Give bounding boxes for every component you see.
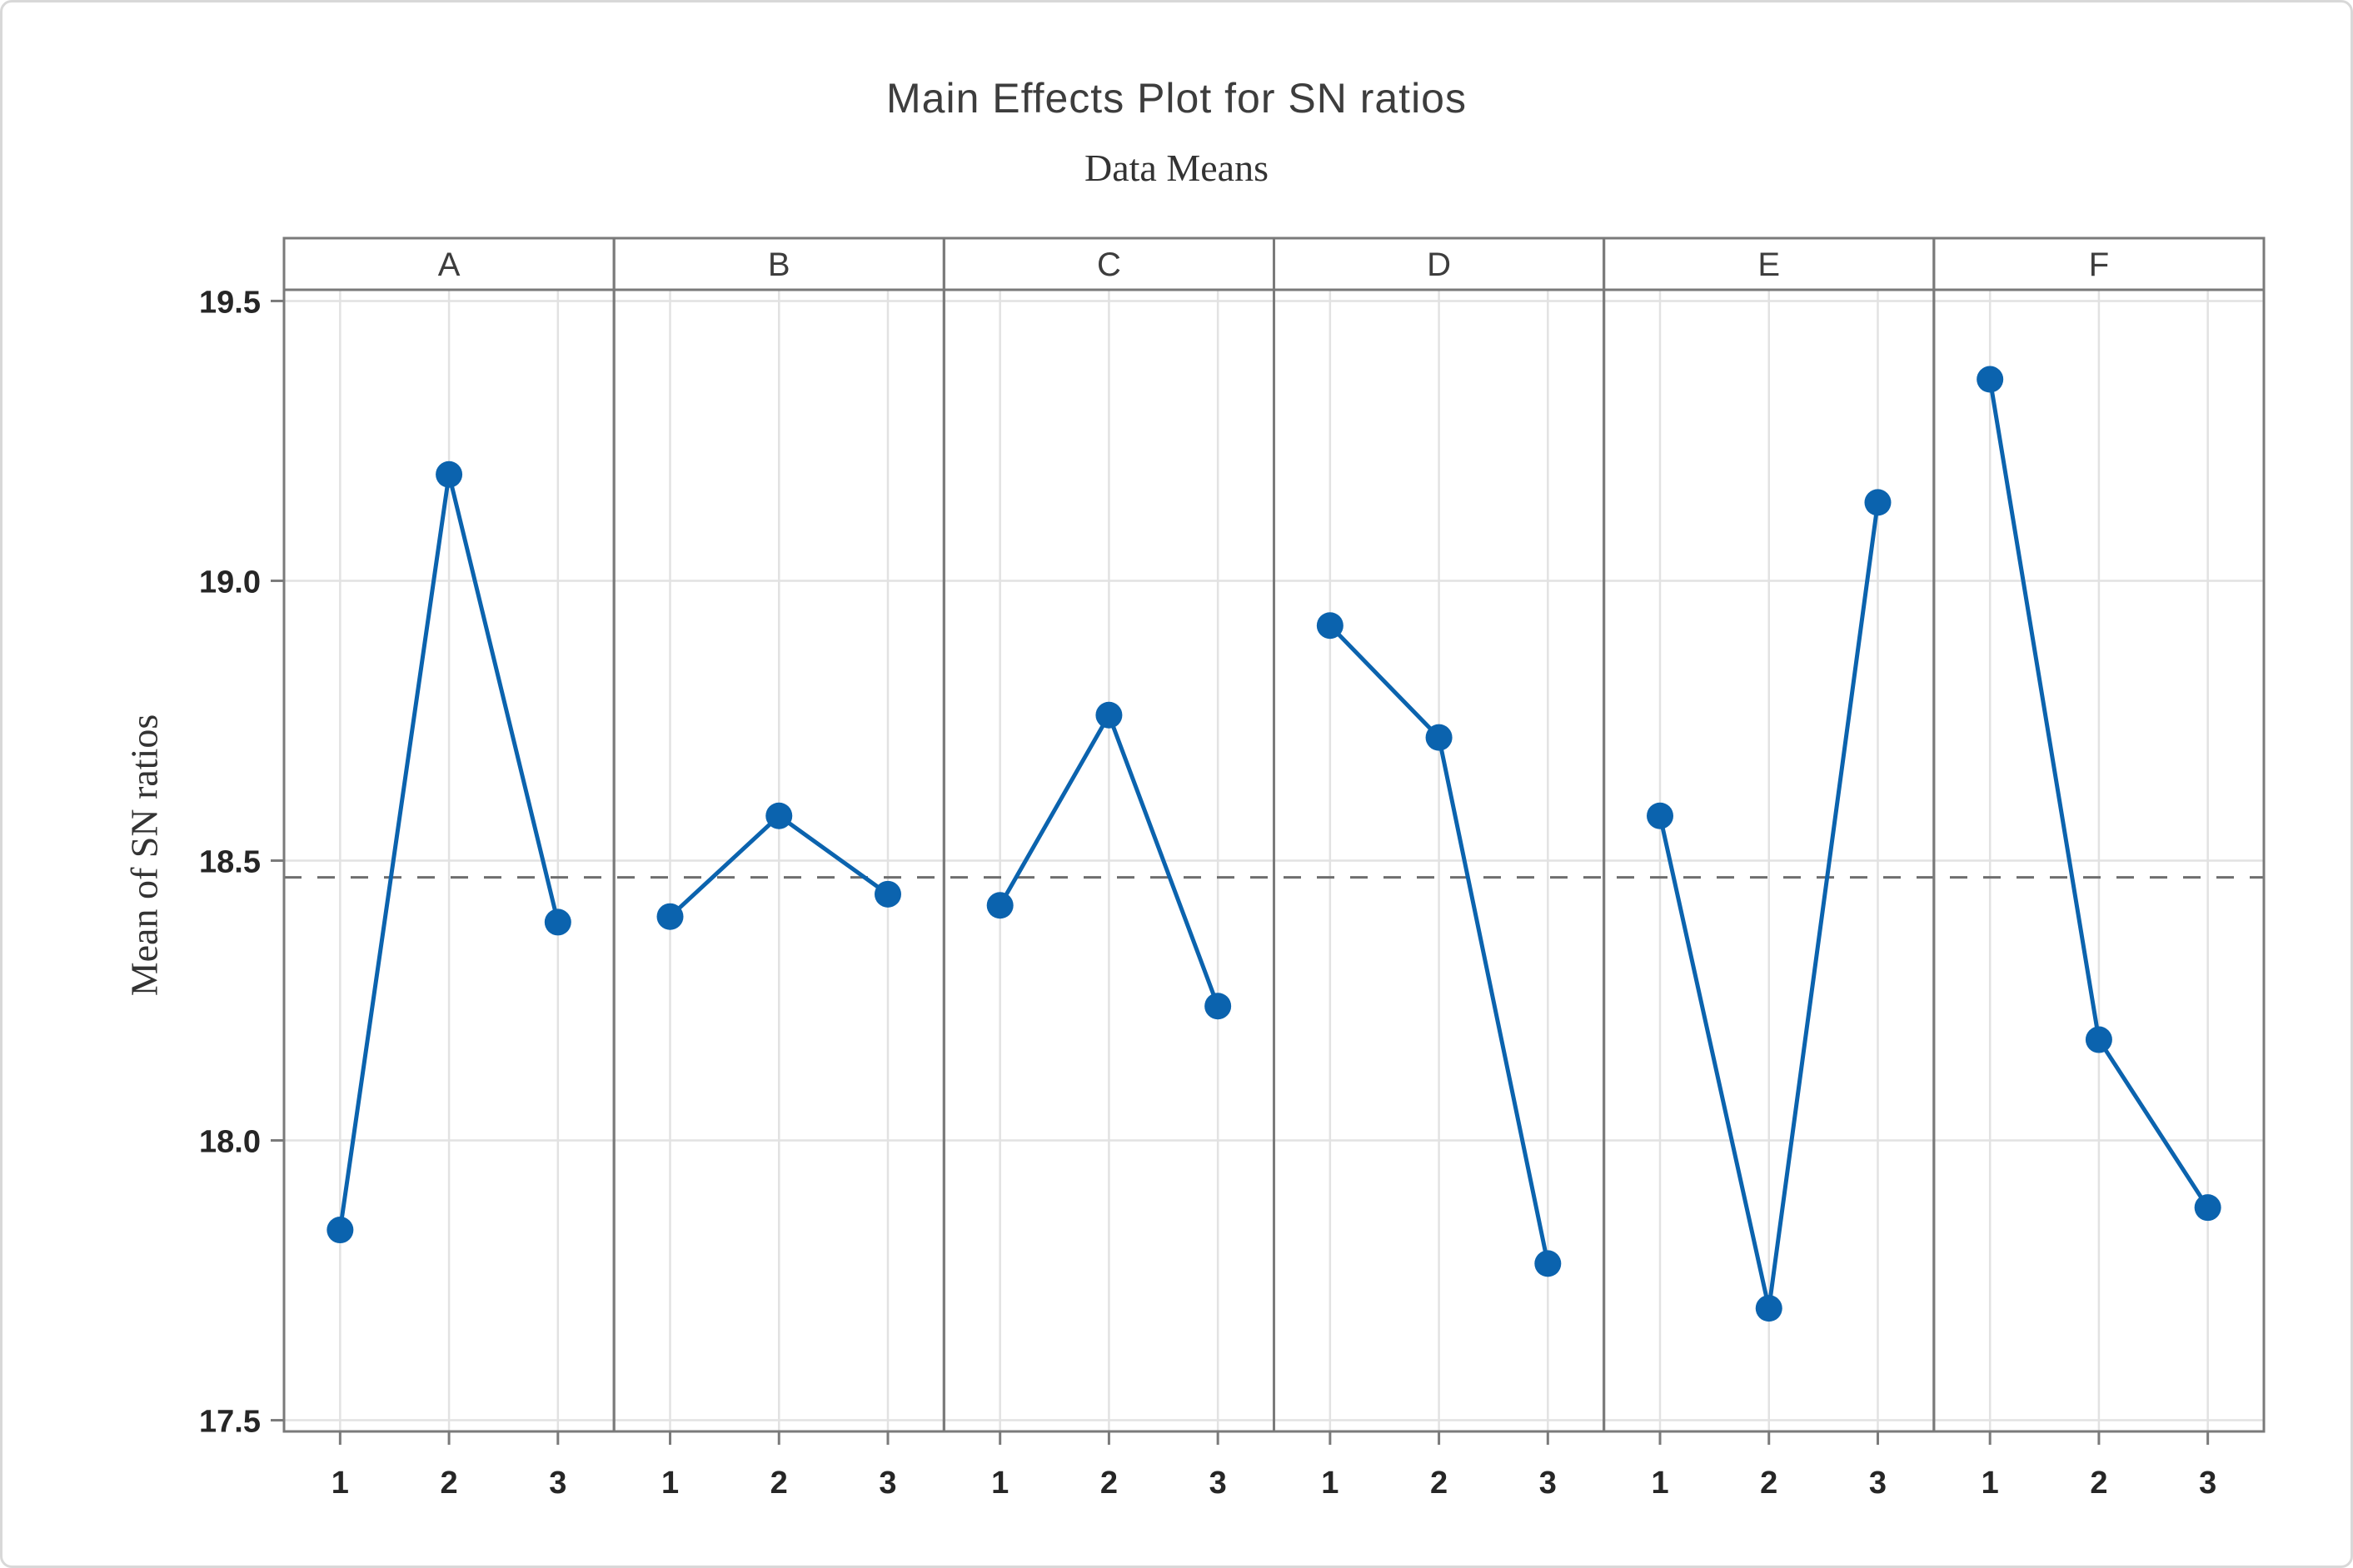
data-point	[874, 880, 901, 908]
x-tick-label: 1	[1321, 1466, 1339, 1501]
y-tick-label: 19.5	[199, 285, 261, 320]
panel-label: D	[1427, 246, 1451, 283]
data-point	[1425, 724, 1453, 751]
x-tick-label: 1	[661, 1466, 679, 1501]
panel-label: C	[1097, 246, 1121, 283]
data-point	[544, 908, 571, 936]
panel-label: A	[438, 246, 461, 283]
data-point	[1864, 489, 1892, 516]
x-tick-label: 2	[441, 1466, 458, 1501]
x-tick-label: 2	[2090, 1466, 2107, 1501]
x-tick-label: 1	[1982, 1466, 1999, 1501]
x-tick-label: 2	[1430, 1466, 1448, 1501]
data-point	[1977, 366, 2004, 393]
data-point	[327, 1217, 354, 1244]
y-tick-label: 18.0	[199, 1125, 261, 1160]
chart-title: Main Effects Plot for SN ratios	[886, 75, 1467, 122]
x-tick-label: 2	[1760, 1466, 1777, 1501]
x-tick-label: 3	[1209, 1466, 1227, 1501]
data-point	[1316, 612, 1344, 640]
panel-label: E	[1757, 246, 1780, 283]
data-point	[2085, 1026, 2112, 1053]
data-point	[1755, 1295, 1782, 1322]
x-tick-label: 1	[1651, 1466, 1668, 1501]
x-tick-label: 2	[770, 1466, 788, 1501]
data-point	[1095, 701, 1123, 729]
panel-label: B	[768, 246, 790, 283]
x-tick-label: 3	[549, 1466, 566, 1501]
y-tick-label: 19.0	[199, 565, 261, 600]
x-tick-label: 1	[991, 1466, 1009, 1501]
data-point	[765, 802, 793, 829]
data-point	[436, 460, 463, 488]
data-point	[656, 903, 684, 930]
x-tick-label: 3	[1539, 1466, 1557, 1501]
x-tick-label: 2	[1100, 1466, 1118, 1501]
data-point	[1204, 993, 1232, 1020]
x-tick-label: 1	[332, 1466, 349, 1501]
chart-subtitle: Data Means	[1084, 147, 1269, 189]
data-point	[1534, 1250, 1562, 1277]
data-point	[986, 892, 1014, 919]
panel-label: F	[2089, 246, 2109, 283]
x-tick-label: 3	[879, 1466, 896, 1501]
x-tick-label: 3	[2199, 1466, 2216, 1501]
y-tick-label: 17.5	[199, 1405, 261, 1440]
y-tick-label: 18.5	[199, 845, 261, 880]
x-tick-label: 3	[1869, 1466, 1887, 1501]
data-point	[2194, 1194, 2221, 1222]
data-point	[1647, 802, 1674, 829]
